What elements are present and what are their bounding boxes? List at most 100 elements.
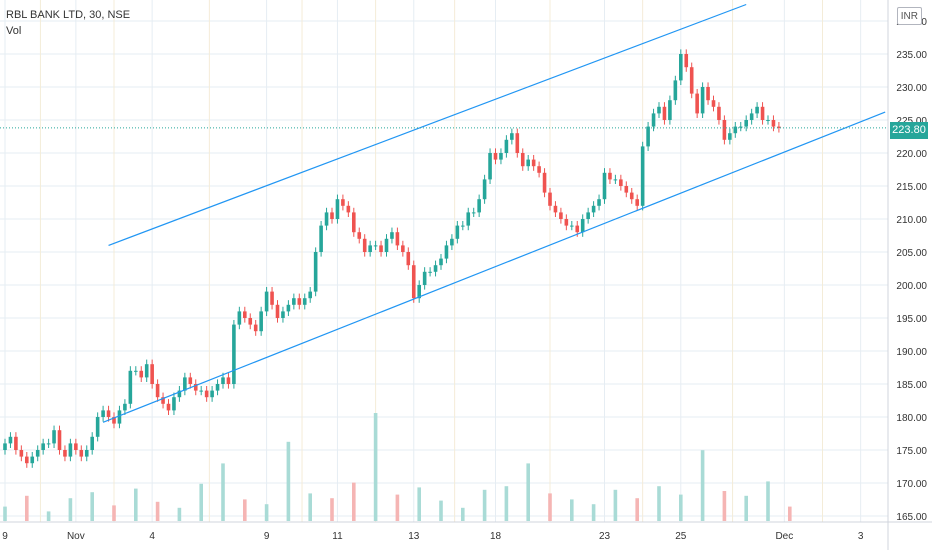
candle-body — [357, 232, 362, 239]
candle-body — [3, 443, 7, 450]
volume-bar — [722, 491, 727, 521]
candle-body — [183, 377, 187, 391]
volume-bar — [526, 463, 530, 521]
x-tick-label: Dec — [775, 531, 793, 542]
candle-body — [580, 219, 585, 233]
candle-body — [68, 443, 73, 457]
candle-body — [629, 192, 634, 200]
candle-body — [319, 225, 323, 252]
candle-body — [499, 153, 503, 160]
candle-body — [35, 450, 40, 457]
x-tick-label: 4 — [149, 531, 155, 542]
x-tick-label: Nov — [67, 531, 85, 542]
x-tick-label: 18 — [490, 531, 502, 542]
y-tick-label: 225.00 — [896, 116, 927, 127]
candle-body — [264, 291, 269, 312]
volume-bar — [591, 504, 596, 521]
candle-body — [635, 199, 639, 206]
candle-body — [520, 153, 525, 167]
y-tick-label: 170.00 — [896, 479, 927, 490]
candle-body — [41, 443, 45, 450]
volume-bar — [221, 463, 225, 521]
volume-bar — [264, 504, 269, 521]
candle-body — [390, 232, 394, 239]
candle-body — [362, 238, 367, 252]
candle-body — [646, 126, 650, 147]
candle-body — [493, 153, 498, 160]
candle-body — [248, 318, 253, 325]
candle-body — [722, 120, 727, 140]
candle-body — [297, 298, 302, 305]
volume-bar — [25, 495, 29, 521]
candle-body — [144, 364, 149, 378]
volume-bar — [199, 483, 203, 521]
x-tick-label: 9 — [264, 531, 270, 542]
candle-body — [744, 120, 748, 127]
candle-body — [537, 166, 541, 173]
candle-body — [608, 172, 612, 180]
candle-body — [25, 456, 29, 464]
candle-body — [439, 258, 443, 266]
candle-body — [188, 377, 193, 384]
candle-body — [373, 245, 378, 247]
candle-body — [243, 311, 247, 318]
candle-body — [90, 436, 94, 450]
candle-body — [324, 212, 329, 226]
channel-lower-line — [102, 111, 886, 423]
candle-body — [172, 397, 176, 411]
candle-body — [477, 199, 481, 213]
y-tick-label: 205.00 — [896, 248, 927, 259]
x-tick-label: 11 — [332, 531, 343, 542]
volume-bar — [679, 494, 683, 521]
candle-body — [313, 252, 318, 292]
candle-body — [221, 377, 225, 384]
candle-body — [19, 450, 24, 457]
candle-body — [384, 238, 389, 252]
candle-body — [74, 443, 78, 450]
candle-body — [624, 186, 629, 193]
candle-body — [651, 113, 656, 127]
candle-body — [79, 450, 84, 457]
candle-body — [63, 450, 67, 457]
candle-body — [155, 384, 160, 398]
y-tick-label: 185.00 — [896, 380, 927, 391]
candle-body — [286, 304, 291, 312]
volume-bar — [286, 441, 291, 521]
volume-bar — [112, 505, 116, 521]
candle-body — [471, 212, 476, 214]
y-tick-label: 180.00 — [896, 413, 927, 424]
y-tick-label: 175.00 — [896, 446, 927, 457]
candle-body — [602, 172, 607, 200]
symbol-label: RBL BANK LTD, 30, NSE — [6, 9, 131, 21]
candle-body — [253, 324, 258, 332]
candle-body — [733, 126, 738, 134]
y-tick-label: 215.00 — [896, 182, 927, 193]
y-tick-label: 200.00 — [896, 281, 927, 292]
candle-body — [210, 390, 214, 398]
candle-body — [281, 311, 285, 318]
legend: RBL BANK LTD, 30, NSE Vol — [6, 7, 130, 39]
candle-body — [237, 311, 242, 325]
candle-body — [728, 133, 732, 140]
volume-bar — [439, 500, 443, 521]
candle-body — [700, 87, 705, 114]
candle-body — [150, 364, 154, 384]
candle-body — [559, 212, 563, 219]
volume-bar — [90, 492, 94, 521]
candle-body — [46, 443, 51, 445]
candle-body — [57, 430, 62, 450]
candle-body — [84, 450, 89, 457]
candle-body — [406, 252, 411, 266]
candle-body — [52, 430, 56, 444]
candle-body — [531, 159, 536, 167]
candle-body — [232, 324, 236, 384]
candle-body — [673, 80, 678, 101]
y-tick-label: 165.00 — [896, 512, 927, 523]
channel-upper-line — [108, 3, 747, 246]
volume-bar — [461, 507, 465, 521]
candle-body — [14, 436, 18, 450]
currency-label[interactable]: INR — [896, 7, 922, 25]
candle-body — [417, 285, 421, 299]
